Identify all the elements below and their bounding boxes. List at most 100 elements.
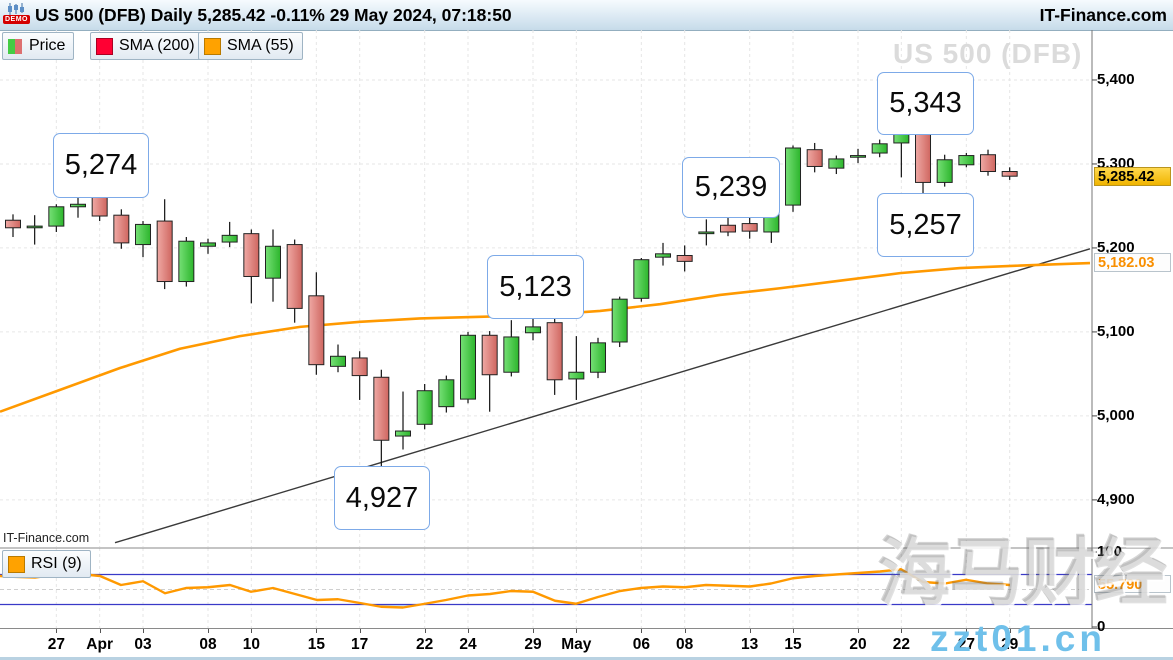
candle-apr-19[interactable] [395,430,412,437]
sma55-value-badge: 5,182.03 [1094,253,1171,272]
legend-sma200[interactable]: SMA (200) [90,32,204,60]
price-callout-5343[interactable]: 5,343 [877,72,974,135]
date-tick [251,629,253,633]
candle-may-15[interactable] [785,147,802,206]
candle-apr-02[interactable] [113,214,130,244]
candle-may-29[interactable] [1001,171,1018,177]
price-callout-5239[interactable]: 5,239 [682,157,780,218]
candle-apr-15[interactable] [308,295,325,366]
date-label-20: 20 [849,636,867,653]
candle-apr-22[interactable] [416,390,433,425]
y-axis-label-5200: 5,200 [1097,238,1135,256]
cn-watermark: 海马财经 [878,531,1168,614]
candle-apr-04[interactable] [156,220,173,283]
date-label-15: 15 [307,636,325,653]
candle-may-02[interactable] [590,342,607,373]
instrument-watermark: US 500 (DFB) [893,38,1083,69]
date-tick [359,629,361,633]
date-tick [901,629,903,633]
candle-may-06[interactable] [633,259,650,299]
candle-may-17[interactable] [828,158,845,169]
candle-apr-10[interactable] [243,233,260,277]
date-label-29: 29 [524,636,542,653]
candle-mar-27[interactable] [48,206,65,227]
legend-rsi[interactable]: RSI (9) [2,550,91,578]
date-label-22: 22 [892,636,910,653]
price-candle-swatch-icon [8,38,23,54]
candle-apr-18[interactable] [373,376,390,441]
candle-apr-08[interactable] [200,242,217,247]
demo-chart-icon: DEMO [3,2,30,28]
date-tick [316,629,318,633]
y-axis-label-5000: 5,000 [1097,406,1135,424]
candle-apr-16[interactable] [330,355,347,367]
candle-apr-25[interactable] [481,334,498,376]
candle-mar-25[interactable] [5,219,21,229]
price-callout-5123[interactable]: 5,123 [487,255,584,319]
candle-apr-24[interactable] [460,334,477,400]
candlestick-series[interactable] [5,127,1018,478]
date-label-03: 03 [134,636,152,653]
candle-apr-30[interactable] [546,322,563,381]
candle-may-10[interactable] [720,224,737,233]
date-label-22: 22 [416,636,434,653]
candle-may-28[interactable] [980,154,997,173]
candle-mar-26[interactable] [26,225,43,229]
date-tick [208,629,209,633]
demo-badge: DEMO [3,15,30,24]
date-label-may: May [561,636,592,653]
rsi-value-badge: 55.790 [1094,575,1171,593]
candle-may-07[interactable] [655,253,672,258]
legend-sma55[interactable]: SMA (55) [198,32,303,60]
y-axis-label-5400: 5,400 [1097,70,1135,88]
date-tick [966,629,968,633]
candle-may-13[interactable] [741,223,758,232]
candle-may-20[interactable] [850,155,867,158]
legend-price[interactable]: Price [2,32,75,60]
date-tick [1009,629,1011,633]
candle-may-21[interactable] [871,143,888,154]
brand-link[interactable]: IT-Finance.com [1039,4,1167,25]
legend-sma200-label: SMA (200) [119,37,195,54]
candle-may-16[interactable] [806,149,823,167]
candle-apr-17[interactable] [351,357,368,377]
candle-apr-05[interactable] [178,240,195,283]
price-callout-5274[interactable]: 5,274 [53,133,149,198]
date-axis: 27 Apr 03 08 10 15 17 22 24 29 May 06 08 13 15 20 22 27 29 [0,628,1173,660]
sma200-swatch-icon [96,37,113,55]
candle-apr-11[interactable] [265,245,282,279]
candle-may-23[interactable] [915,129,932,183]
legend-sma55-label: SMA (55) [227,37,294,54]
date-label-15: 15 [784,636,802,653]
title-bar: DEMO US 500 (DFB) Daily 5,285.42 -0.11% … [0,0,1173,31]
price-callout-5257[interactable]: 5,257 [877,193,974,257]
rsi-line[interactable] [0,568,1011,609]
candle-apr-23[interactable] [438,379,455,408]
candle-may-27[interactable] [958,155,975,166]
date-label-08: 08 [676,636,694,653]
date-label-24: 24 [459,636,477,653]
price-callout-4927[interactable]: 4,927 [334,466,430,530]
candle-may-01[interactable] [568,371,585,380]
candle-may-08[interactable] [676,254,693,262]
candle-apr-26[interactable] [503,336,520,373]
last-price-badge: 5,285.42 [1094,167,1171,186]
date-tick [684,629,686,633]
date-label-06: 06 [632,636,650,653]
date-label-27: 27 [957,636,975,653]
date-tick [576,629,578,633]
candle-may-03[interactable] [611,298,628,343]
candle-apr-09[interactable] [221,234,238,243]
candle-may-09[interactable] [698,231,715,235]
rsi-swatch-icon [8,555,25,573]
date-tick [749,629,751,633]
candle-may-24[interactable] [936,159,953,183]
gridlines [0,30,1092,628]
candle-apr-29[interactable] [525,326,542,334]
trendline[interactable] [114,248,1091,544]
candle-mar-28[interactable] [70,203,87,208]
candle-apr-12[interactable] [286,244,303,309]
site-watermark-small: IT-Finance.com [3,531,90,545]
candle-apr-03[interactable] [135,223,152,246]
